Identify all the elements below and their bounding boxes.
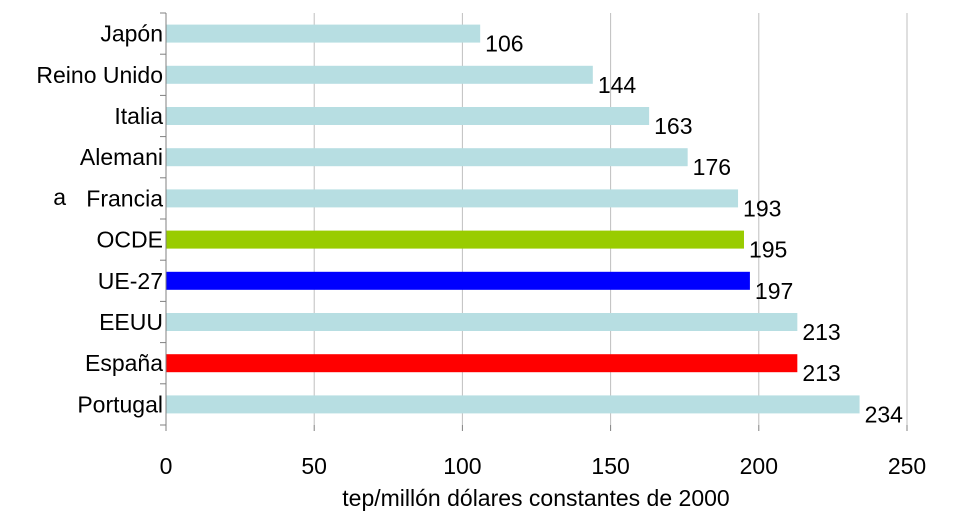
bar	[166, 24, 481, 43]
data-label: 195	[749, 237, 787, 263]
category-label: Alemani	[80, 144, 163, 170]
data-label: 144	[598, 72, 637, 98]
category-label: EEUU	[99, 309, 163, 335]
x-tick-label: 150	[591, 453, 629, 479]
data-label: 213	[802, 360, 840, 386]
category-label: Italia	[114, 103, 163, 129]
x-tick-label: 100	[443, 453, 481, 479]
category-label: España	[85, 350, 163, 376]
data-label: 176	[693, 154, 731, 180]
bar	[166, 189, 739, 208]
category-labels: Japón Reino Unido Italia Alemani Francia OCDE…	[36, 21, 163, 418]
data-label: 197	[755, 278, 793, 304]
category-label: Japón	[100, 21, 163, 47]
x-tick-labels: 0 50 100 150 200 250	[160, 453, 927, 479]
category-label: Reino Unido	[36, 62, 163, 88]
category-label-fragment: a	[53, 184, 66, 210]
data-label: 193	[743, 195, 781, 221]
data-label: 234	[865, 401, 904, 427]
x-tick-label: 200	[740, 453, 778, 479]
x-tick-label: 0	[160, 453, 173, 479]
data-label: 106	[485, 31, 523, 57]
bar	[166, 354, 798, 373]
x-axis-title: tep/millón dólares constantes de 2000	[342, 485, 729, 511]
bar	[166, 230, 744, 249]
bars	[166, 24, 860, 414]
data-label: 213	[802, 319, 840, 345]
bar	[166, 107, 650, 125]
x-tick-label: 50	[301, 453, 327, 479]
bar	[166, 148, 688, 167]
data-label: 163	[654, 113, 692, 139]
bar	[166, 271, 750, 290]
category-label: Francia	[86, 185, 163, 211]
x-tick-label: 250	[888, 453, 926, 479]
bar	[166, 395, 860, 414]
axes	[160, 12, 908, 431]
category-label: UE-27	[98, 268, 163, 294]
category-label: OCDE	[97, 227, 163, 253]
category-label: Portugal	[77, 391, 163, 417]
bar	[166, 65, 593, 84]
bar	[166, 313, 798, 331]
